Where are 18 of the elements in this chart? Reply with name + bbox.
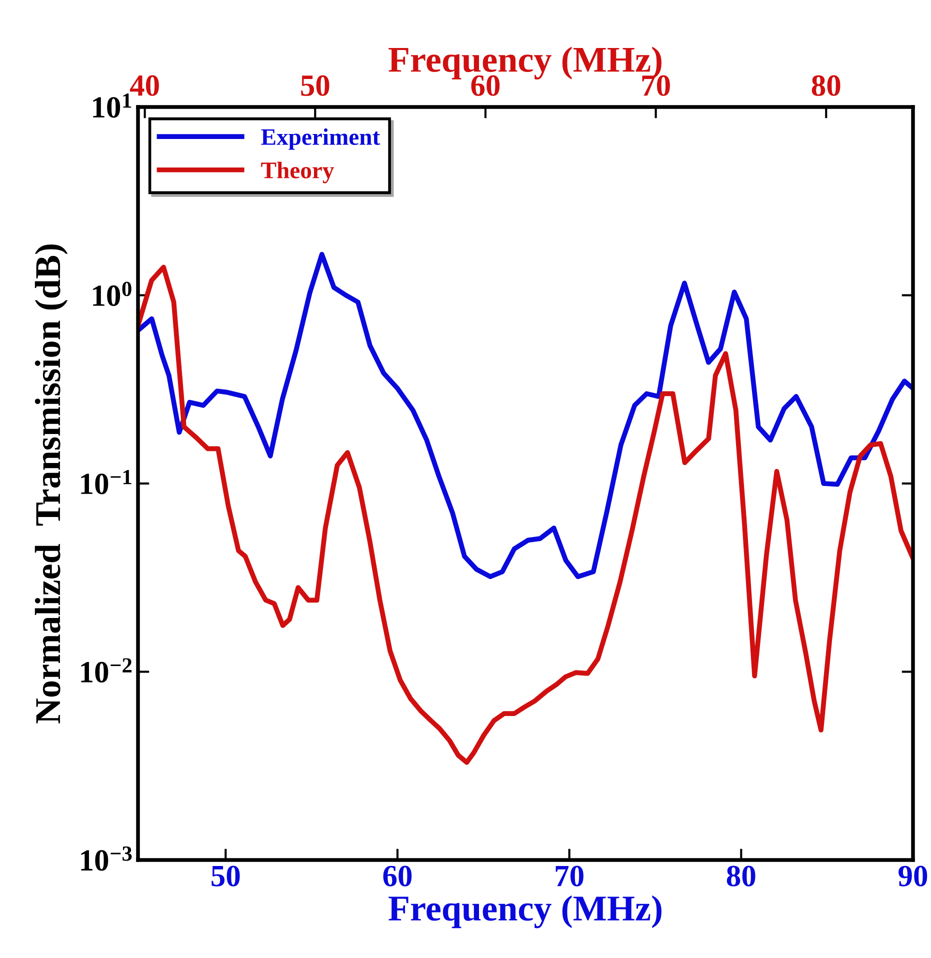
x-tick-label: 90 bbox=[898, 866, 928, 886]
y-tick-label: 10$^{−3}$ bbox=[81, 846, 132, 871]
legend-label: Experiment bbox=[261, 128, 380, 150]
y-tick-label: 10$^{0}$ bbox=[93, 282, 132, 306]
x-axis-title: Frequency (MHz) bbox=[388, 895, 662, 928]
x-tick-label: 80 bbox=[726, 866, 756, 886]
y-tick-label: 10$^{−1}$ bbox=[81, 470, 132, 494]
x2-tick-label: 80 bbox=[812, 75, 840, 96]
x-tick-label: 70 bbox=[556, 866, 584, 886]
x2-tick-label: 50 bbox=[301, 75, 330, 96]
x-tick-label: 50 bbox=[212, 866, 240, 886]
legend-label: Theory bbox=[261, 162, 334, 184]
y-tick-label: 10$^{1}$ bbox=[93, 93, 132, 118]
y-axis-title: Normalized Transmission (dB) bbox=[34, 244, 68, 724]
x2-tick-label: 40 bbox=[130, 75, 159, 96]
line-series bbox=[138, 252, 913, 580]
y-tick-label: 10$^{−2}$ bbox=[81, 658, 132, 682]
x-tick-label: 60 bbox=[383, 866, 412, 886]
